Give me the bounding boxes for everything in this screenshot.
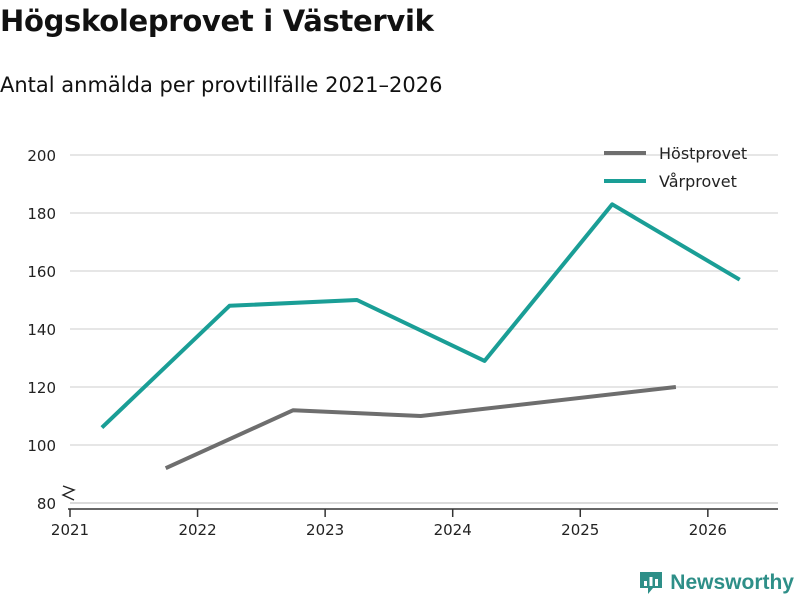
x-tick-label-2023: 2023 xyxy=(306,521,344,539)
newsworthy-logo-icon xyxy=(640,572,663,594)
y-tick-label-140: 140 xyxy=(27,321,56,339)
y-tick-label-100: 100 xyxy=(27,437,56,455)
legend: Höstprovet Vårprovet xyxy=(604,144,747,191)
x-tick-label-2024: 2024 xyxy=(434,521,472,539)
chart-title: Högskoleprovet i Västervik xyxy=(0,4,434,38)
axis-break-icon xyxy=(61,485,76,501)
y-tick-label-200: 200 xyxy=(27,147,56,165)
y-tick-label-80: 80 xyxy=(37,495,56,513)
legend-label-1: Vårprovet xyxy=(659,172,737,191)
x-axis: 2021 2022 2023 2024 2025 2026 xyxy=(51,508,778,539)
x-tick-label-2022: 2022 xyxy=(178,521,216,539)
series-lines xyxy=(100,202,741,471)
y-tick-label-120: 120 xyxy=(27,379,56,397)
legend-label-0: Höstprovet xyxy=(659,144,747,163)
x-tick-label-2025: 2025 xyxy=(561,521,599,539)
series-line-1 xyxy=(100,202,741,430)
y-tick-label-180: 180 xyxy=(27,205,56,223)
gridlines xyxy=(70,154,778,504)
brand-name: Newsworthy xyxy=(670,571,794,594)
y-axis-ticks: 80 100 120 140 160 180 200 xyxy=(27,147,76,513)
chart-subtitle: Antal anmälda per provtillfälle 2021–202… xyxy=(0,73,443,97)
series-line-0 xyxy=(164,385,677,471)
x-tick-label-2026: 2026 xyxy=(689,521,727,539)
brand-logo: Newsworthy xyxy=(638,570,794,596)
x-tick-label-2021: 2021 xyxy=(51,521,89,539)
y-tick-label-160: 160 xyxy=(27,263,56,281)
